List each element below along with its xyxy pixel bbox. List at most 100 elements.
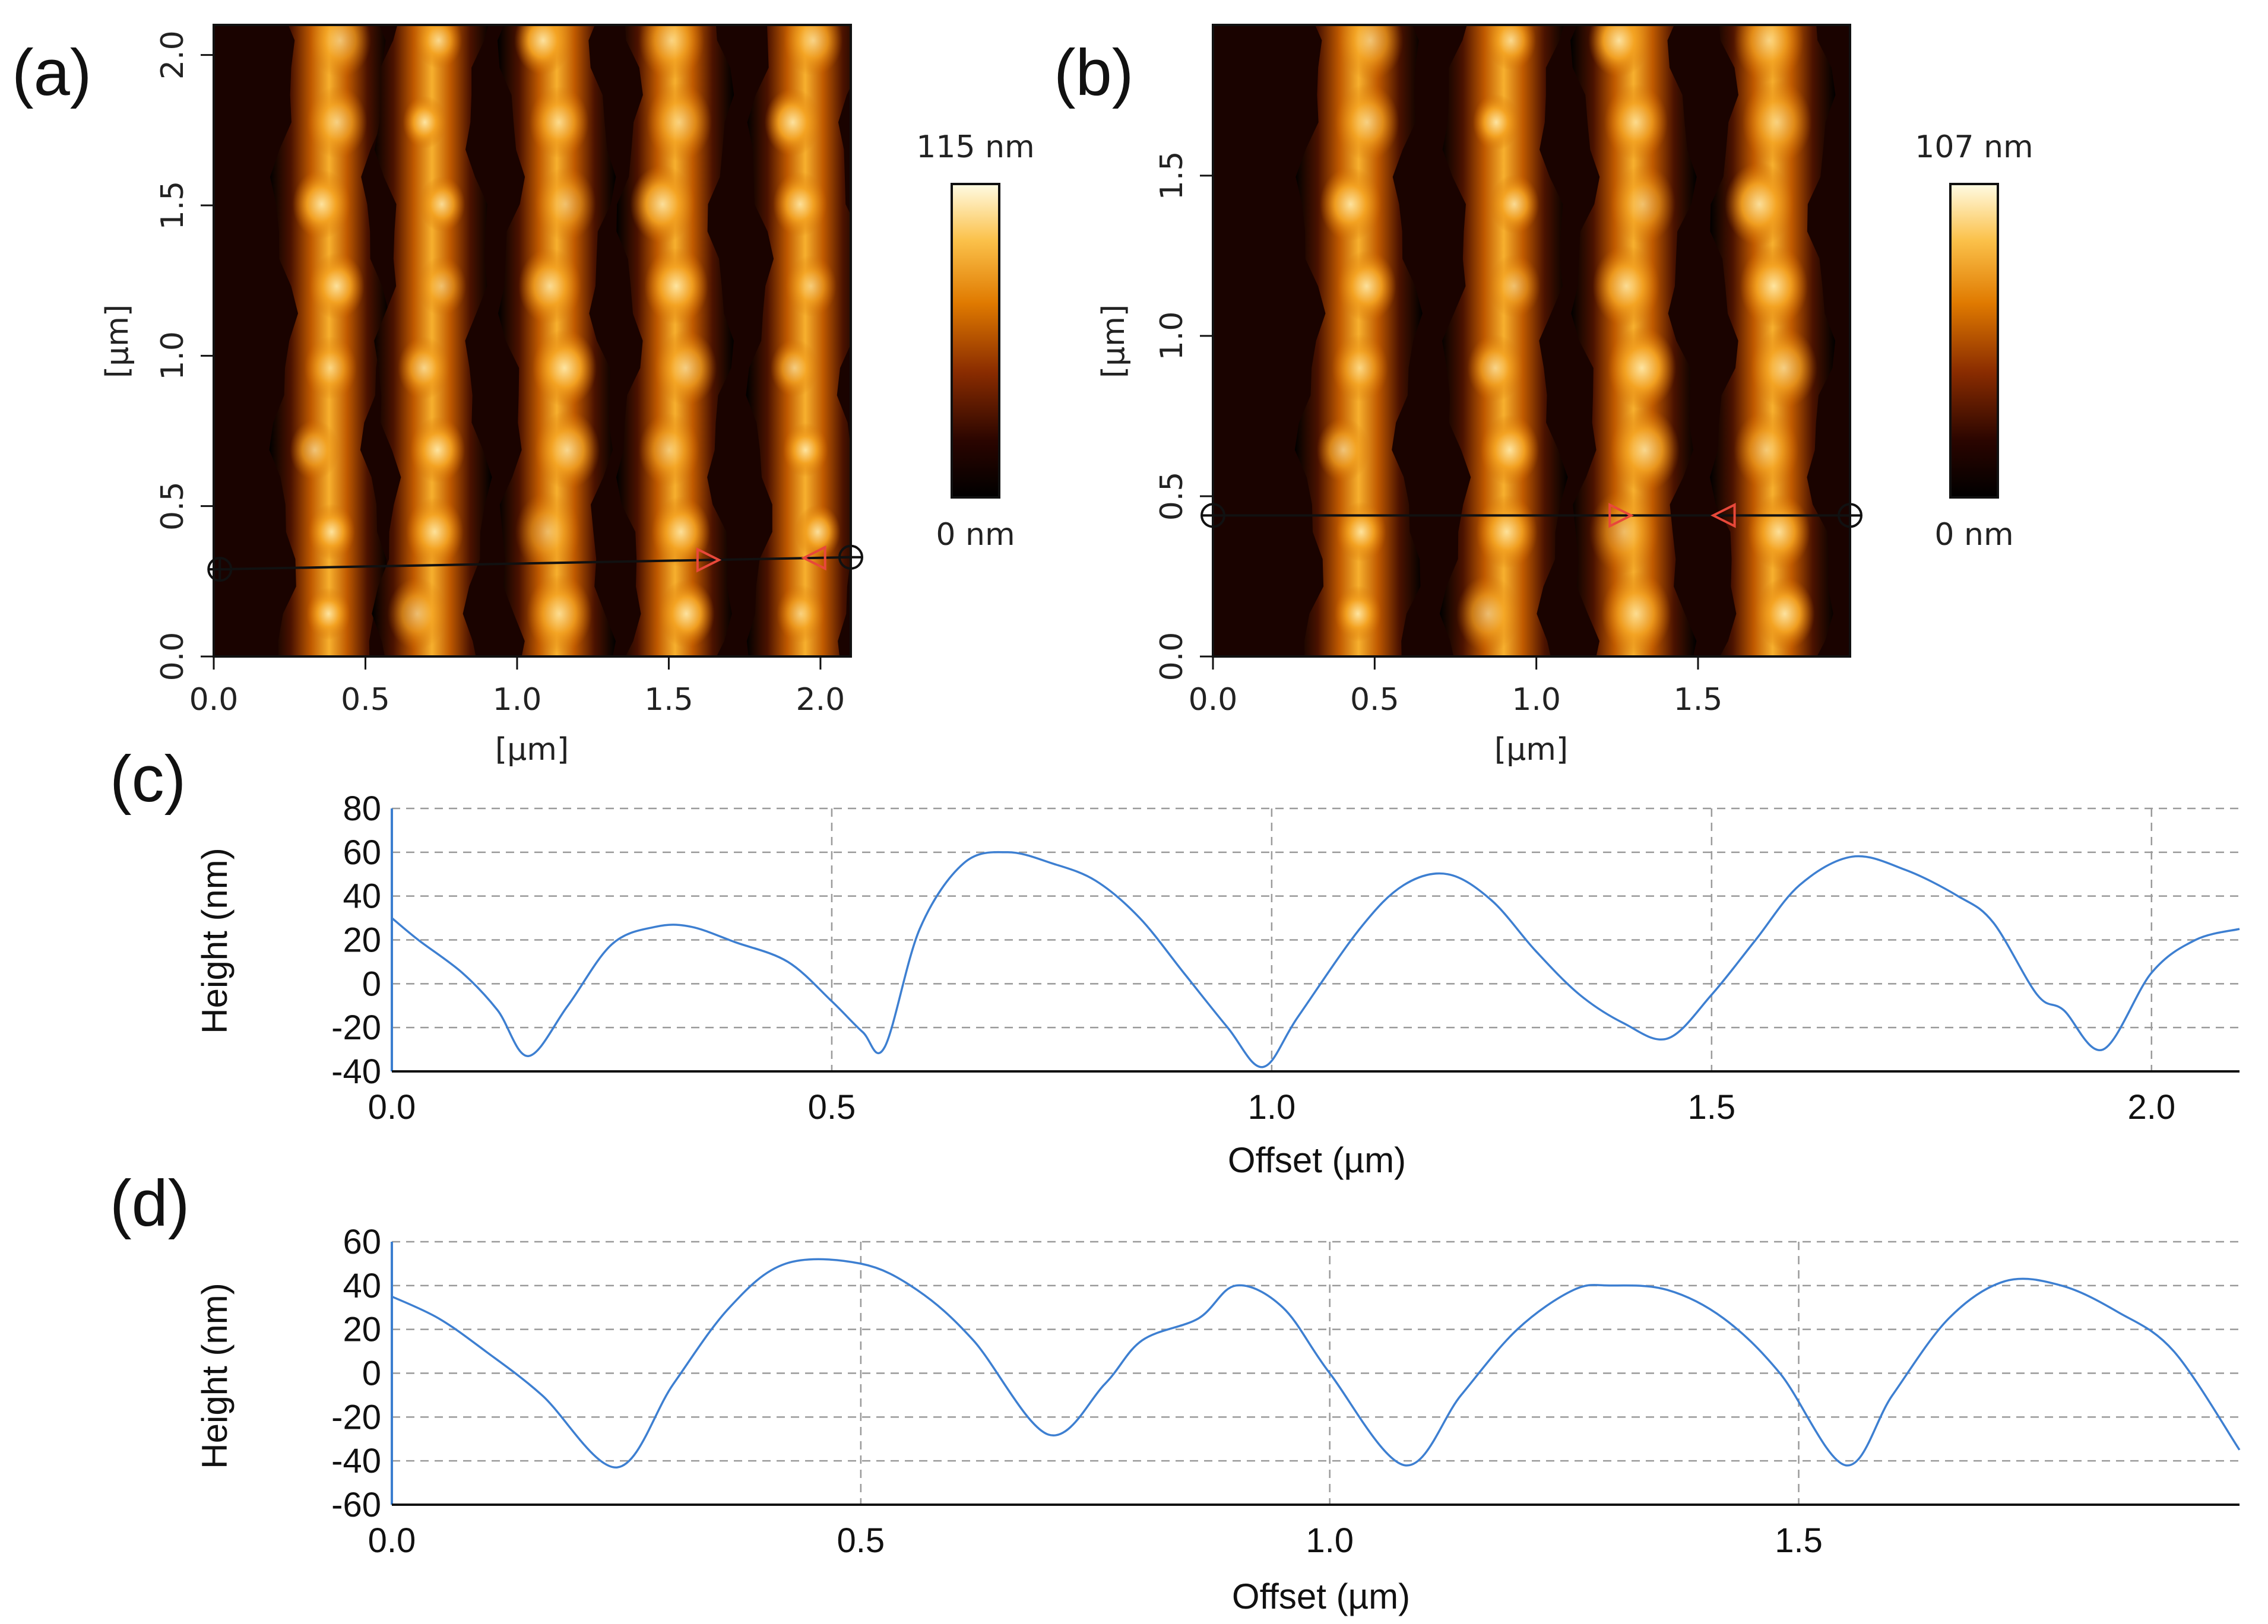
afm-a-ytick-label: 1.5 (155, 181, 191, 230)
afm-a-xtick-label: 1.0 (493, 682, 542, 718)
afm-a-grain (415, 25, 463, 69)
afm-a-grain (644, 248, 708, 325)
afm-axes-b: 0.0 0.5 1.0 1.5 0.0 0.5 1.0 1.5 (1154, 151, 1722, 718)
afm-image-b-stripes (1294, 25, 1836, 656)
afm-a-grain (387, 578, 448, 650)
chart-d-ytick-label: -40 (331, 1442, 381, 1480)
afm-b-grain (1607, 326, 1677, 410)
afm-b-grain (1610, 164, 1676, 244)
colorbar-a: 115 nm 0 nm (916, 129, 1034, 553)
afm-b-grain (1334, 585, 1382, 642)
afm-b-grain (1456, 575, 1521, 652)
afm-a-grain (515, 492, 581, 572)
panel-label-d: (d) (110, 1167, 189, 1240)
afm-b-ytick-label: 1.5 (1154, 151, 1190, 200)
afm-a-grain (410, 417, 465, 483)
afm-b-grain (1490, 175, 1540, 234)
afm-a-grain (518, 248, 582, 324)
chart-d-ytick-label: 20 (343, 1311, 381, 1349)
afm-b-ytick-label: 1.0 (1154, 312, 1190, 361)
afm-a-grain (289, 420, 340, 480)
afm-b-grain (1485, 25, 1537, 71)
afm-a-grain (783, 423, 828, 477)
afm-a-grain (773, 172, 827, 237)
afm-a-ytick-label: 2.0 (155, 30, 191, 80)
afm-image-a (207, 24, 863, 658)
profile-chart-d: 60 40 20 0 -20 -40 -600.0 0.5 1.0 1.5 (331, 1223, 2241, 1560)
afm-b-grain (1337, 250, 1396, 322)
afm-b-grain (1740, 245, 1808, 327)
chart-c-xtick-label: 0.5 (808, 1088, 856, 1127)
afm-b-xlabel: [µm] (1494, 732, 1568, 767)
afm-a-grain (529, 86, 589, 158)
panel-label-b: (b) (1054, 36, 1133, 109)
afm-a-grain (795, 505, 841, 559)
afm-a-grain (764, 88, 821, 157)
afm-b-profile-marker (1608, 503, 1634, 528)
afm-b-grain (1332, 334, 1389, 402)
afm-image-b (1200, 24, 1862, 658)
afm-a-xtick-label: 1.5 (644, 682, 693, 718)
chart-d-ylabel: Height (nm) (195, 1283, 235, 1468)
afm-b-grain (1747, 494, 1810, 570)
chart-c-xlabel: Offset (µm) (1228, 1140, 1406, 1180)
colorbar-a-max-label: 115 nm (916, 129, 1034, 165)
profile-chart-c: 80 60 40 20 0 -20 -400.0 0.5 1.0 1.5 2.0 (331, 789, 2240, 1127)
afm-b-grain (1604, 84, 1668, 161)
afm-a-profile-marker (801, 545, 826, 571)
afm-b-profile-marker (1710, 503, 1736, 528)
afm-b-grain (1610, 408, 1680, 492)
afm-a-grain (527, 574, 593, 654)
chart-d-xtick-label: 1.5 (1775, 1521, 1823, 1560)
afm-b-grain (1750, 328, 1817, 408)
afm-a-grain (658, 579, 715, 648)
afm-a-ytick-label: 1.0 (155, 331, 191, 380)
afm-a-grain (534, 411, 600, 489)
afm-a-grain (306, 587, 351, 640)
afm-a-xtick-label: 0.0 (189, 682, 239, 718)
afm-b-grain (1337, 25, 1404, 80)
afm-b-grain (1467, 334, 1523, 402)
afm-b-grain (1734, 25, 1804, 83)
afm-b-grain (1589, 490, 1659, 574)
chart-c-ytick-label: 20 (343, 921, 381, 960)
afm-image-a-stripes (269, 25, 851, 656)
afm-a-grain (304, 336, 357, 400)
afm-a-grain (534, 167, 597, 242)
afm-a-grain (309, 25, 372, 78)
afm-b-grain (1724, 163, 1794, 246)
afm-b-grain (1601, 572, 1671, 656)
afm-a-grain (639, 25, 705, 80)
colorbar-b-max-label: 107 nm (1915, 129, 2033, 165)
afm-a-ytick-label: 0.0 (155, 632, 191, 681)
chart-c-xtick-label: 2.0 (2127, 1088, 2175, 1127)
colorbar-a-min-label: 0 nm (936, 517, 1015, 553)
afm-b-grain (1319, 167, 1382, 242)
afm-b-grain (1476, 494, 1538, 569)
panel-label-a: (a) (12, 36, 91, 109)
chart-d-ytick-label: -60 (331, 1486, 381, 1524)
afm-b-grain (1316, 418, 1370, 482)
chart-c-ytick-label: 0 (362, 965, 381, 1003)
chart-d-series-line (391, 1258, 2241, 1468)
afm-a-xtick-label: 2.0 (796, 682, 845, 718)
afm-b-xtick-label: 1.0 (1512, 682, 1561, 718)
chart-c-ytick-label: -40 (331, 1052, 381, 1091)
afm-b-xtick-label: 0.5 (1350, 682, 1399, 718)
afm-b-grain (1487, 254, 1541, 318)
afm-b-grain (1754, 578, 1815, 650)
chart-d-xtick-label: 0.0 (368, 1521, 416, 1560)
afm-b-grain (1335, 84, 1399, 161)
afm-a-grain (651, 496, 711, 567)
afm-b-xtick-label: 1.5 (1674, 682, 1723, 718)
afm-a-grain (630, 165, 695, 243)
afm-a-grain (646, 83, 712, 162)
afm-a-grain (770, 339, 819, 397)
colorbar-a-gradient (951, 183, 1000, 499)
chart-d-ytick-label: 40 (343, 1267, 381, 1305)
chart-c-xtick-label: 1.0 (1248, 1088, 1296, 1127)
afm-a-grain (777, 585, 825, 643)
chart-c-xtick-label: 0.0 (368, 1088, 416, 1127)
afm-a-ytick-label: 0.5 (155, 481, 191, 531)
